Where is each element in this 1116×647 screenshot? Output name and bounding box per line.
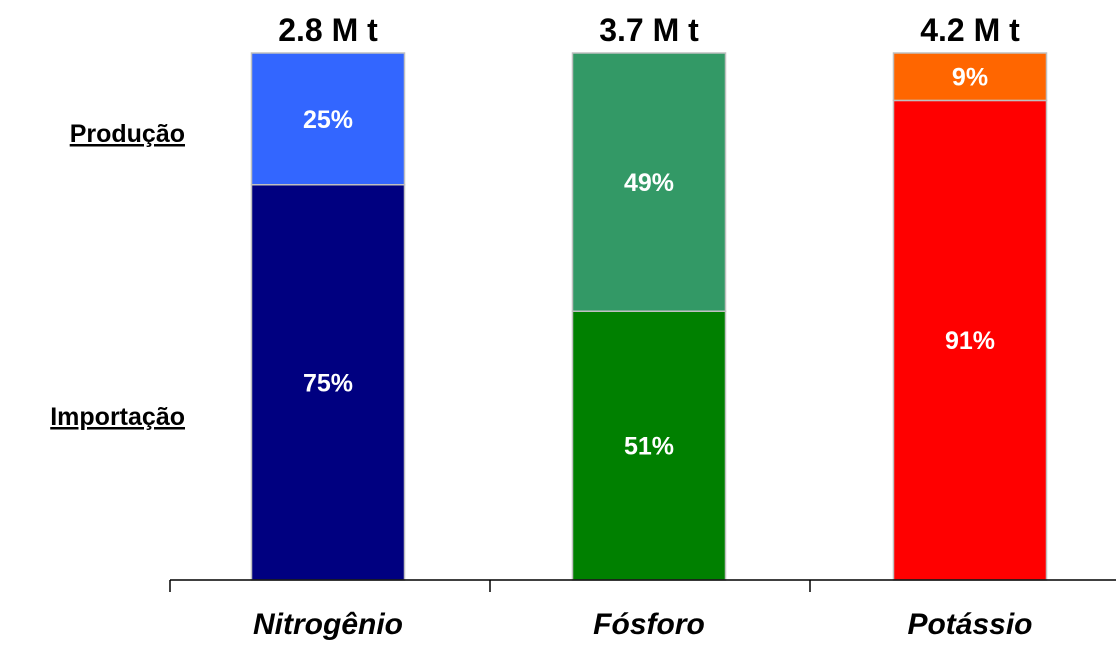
total-label-fosforo: 3.7 M t bbox=[599, 12, 699, 48]
bars-group bbox=[250, 52, 1048, 581]
total-label-nitrogenio: 2.8 M t bbox=[278, 12, 378, 48]
bar-segment-potassio-producao bbox=[892, 52, 1048, 102]
segment-label-nitrogenio-producao: 25% bbox=[303, 106, 353, 134]
total-label-potassio: 4.2 M t bbox=[920, 12, 1020, 48]
segment-label-nitrogenio-importacao: 75% bbox=[303, 369, 353, 397]
segment-label-potassio-importacao: 91% bbox=[945, 327, 995, 355]
category-label-potassio: Potássio bbox=[907, 608, 1032, 641]
row-label-importacao: Importação bbox=[50, 403, 185, 431]
bar-segment-potassio-importacao bbox=[892, 99, 1048, 581]
category-label-nitrogenio: Nitrogênio bbox=[253, 608, 403, 641]
x-axis bbox=[169, 579, 1116, 592]
bar-segment-nitrogenio-producao bbox=[250, 52, 406, 186]
bar-segment-nitrogenio-importacao bbox=[250, 184, 406, 581]
segment-label-fosforo-producao: 49% bbox=[624, 169, 674, 197]
segment-label-potassio-producao: 9% bbox=[952, 64, 988, 92]
labels-group: 75% 25% 2.8 M t Nitrogênio 51% 49% 3.7 M t Fósf… bbox=[50, 12, 1032, 641]
segment-label-fosforo-importacao: 51% bbox=[624, 433, 674, 461]
category-label-fosforo: Fósforo bbox=[593, 608, 705, 641]
bar-segment-fosforo-producao bbox=[571, 52, 727, 312]
row-label-producao: Produção bbox=[70, 120, 185, 148]
